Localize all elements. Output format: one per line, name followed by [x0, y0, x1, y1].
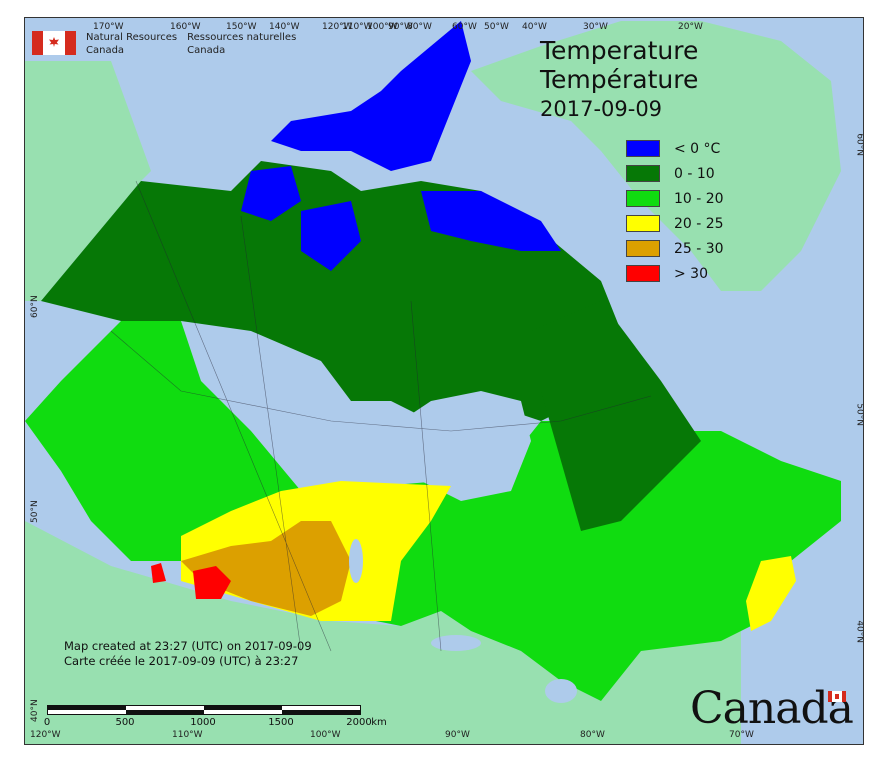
scale-label-1000: 1000 [190, 717, 216, 728]
tick-top-150w: 150°W [226, 22, 257, 32]
tick-bottom-110w: 110°W [172, 730, 203, 740]
agency-name-fr: Ressources naturelles Canada [187, 31, 296, 57]
wordmark-text: Canada [690, 683, 854, 734]
legend-item: 25 - 30 [626, 236, 724, 261]
title-date: 2017-09-09 [540, 97, 663, 121]
lake-huron [545, 679, 577, 703]
maritimes-20-25 [746, 556, 796, 631]
hudson-bay [401, 391, 531, 501]
tick-right-60n: 60°N [855, 133, 864, 156]
tick-top-140w: 140°W [269, 22, 300, 32]
tick-bottom-90w: 90°W [445, 730, 470, 740]
legend-item: < 0 °C [626, 136, 724, 161]
tick-bottom-80w: 80°W [580, 730, 605, 740]
legend-swatch [626, 190, 660, 207]
tick-right-40n: 40°N [855, 620, 864, 643]
credit-fr: Carte créée le 2017-09-09 (UTC) à 23:27 [64, 654, 299, 668]
alaska [25, 61, 151, 301]
map-frame: 170°W 160°W 150°W 140°W 120°W 110°W 100°… [24, 17, 864, 745]
scale-bar: 0 500 1000 1500 2000 km [44, 705, 387, 728]
tick-top-80w: 80°W [407, 22, 432, 32]
map-title: Temperature Température 2017-09-09 [540, 36, 698, 124]
tick-bottom-120w: 120°W [30, 730, 61, 740]
tick-top-120w: 120°W [322, 22, 353, 32]
tick-top-30w: 30°W [583, 22, 608, 32]
scale-label-0: 0 [43, 717, 51, 728]
map-credits: Map created at 23:27 (UTC) on 2017-09-09… [64, 639, 312, 669]
lake-superior [431, 635, 481, 651]
scale-label-1500: 1500 [268, 717, 294, 728]
legend-label: 0 - 10 [674, 165, 715, 182]
hotspot-2 [151, 563, 166, 583]
scale-label-2000: 2000 [346, 717, 372, 728]
temperature-map [25, 21, 841, 744]
legend-label: > 30 [674, 265, 708, 282]
tick-top-60w: 60°W [452, 22, 477, 32]
tick-left-60n: 60°N [30, 295, 40, 318]
graticule-lines [110, 180, 652, 652]
agency-name-fr-line2: Canada [187, 45, 226, 56]
legend-label: < 0 °C [674, 140, 721, 157]
baffin-ice [421, 191, 561, 251]
nrcan-signature: Natural Resources Canada Ressources natu… [32, 31, 296, 57]
title-fr: Température [540, 65, 699, 94]
hotspot-1 [193, 566, 231, 599]
legend-swatch [626, 265, 660, 282]
tick-top-90w: 90°W [388, 22, 413, 32]
credit-en: Map created at 23:27 (UTC) on 2017-09-09 [64, 639, 312, 653]
legend-swatch [626, 215, 660, 232]
tick-top-40w: 40°W [522, 22, 547, 32]
wordmark-flag-icon [828, 691, 846, 702]
agency-name-en: Natural Resources Canada [86, 31, 177, 57]
great-slave-lake [220, 375, 256, 387]
agency-name-en-line1: Natural Resources [86, 32, 178, 43]
legend-label: 10 - 20 [674, 190, 724, 207]
labrador [531, 301, 701, 531]
scale-bar-graphic [47, 705, 361, 715]
tick-right-50n: 50°N [855, 403, 864, 426]
tick-left-50n: 50°N [30, 500, 40, 523]
agency-name-fr-line1: Ressources naturelles [187, 32, 297, 43]
canada-wordmark: Canada [690, 683, 854, 734]
tick-top-50w: 50°W [484, 22, 509, 32]
agency-name-en-line2: Canada [86, 45, 125, 56]
legend-label: 25 - 30 [674, 240, 724, 257]
lake-winnipeg [349, 539, 363, 583]
title-en: Temperature [540, 36, 699, 65]
canada-flag-icon [32, 31, 76, 55]
legend-swatch [626, 165, 660, 182]
legend-item: 10 - 20 [626, 186, 724, 211]
tick-bottom-70w: 70°W [729, 730, 754, 740]
tick-top-170w: 170°W [93, 22, 124, 32]
tick-top-20w: 20°W [678, 22, 703, 32]
legend-label: 20 - 25 [674, 215, 724, 232]
legend-item: 20 - 25 [626, 211, 724, 236]
tick-top-160w: 160°W [170, 22, 201, 32]
tick-top-100w: 100°W [367, 22, 398, 32]
sask-25-30 [181, 521, 351, 616]
legend-item: 0 - 10 [626, 161, 724, 186]
legend-swatch [626, 240, 660, 257]
ellesmere-south [241, 166, 301, 221]
tick-top-110w: 110°W [342, 22, 373, 32]
legend-swatch [626, 140, 660, 157]
scale-label-500: 500 [115, 717, 135, 728]
legend-item: > 30 [626, 261, 724, 286]
scale-unit: km [371, 717, 387, 728]
arctic-islands [271, 21, 471, 171]
tick-bottom-100w: 100°W [310, 730, 341, 740]
tick-left-40n: 40°N [30, 699, 40, 722]
victoria-ice [301, 201, 361, 271]
legend: < 0 °C 0 - 10 10 - 20 20 - 25 25 - 30 > 30 [626, 136, 724, 286]
